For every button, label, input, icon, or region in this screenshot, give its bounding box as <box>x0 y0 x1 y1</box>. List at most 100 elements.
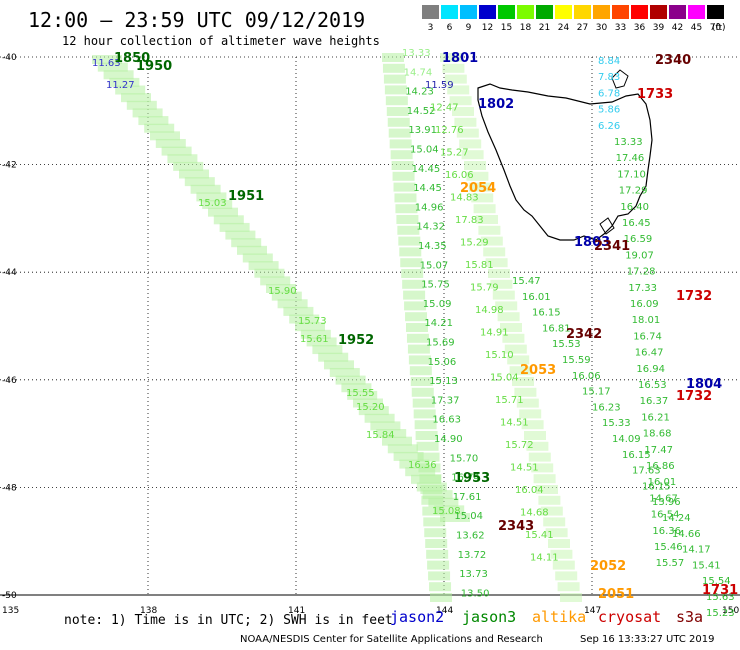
swh-value: 16.09 <box>630 299 659 310</box>
track-segment <box>318 352 349 362</box>
track-segment <box>533 474 556 484</box>
swh-value: 14.67 <box>649 493 678 504</box>
track-segment <box>324 360 354 370</box>
track-segment <box>382 63 405 73</box>
track-segment <box>289 314 320 324</box>
swh-value: 15.13 <box>429 376 458 387</box>
track-segment <box>248 261 279 271</box>
track-segment <box>417 452 440 462</box>
satellite-cryosat: cryosat <box>598 608 662 626</box>
track-segment <box>312 345 343 355</box>
track-segment <box>461 150 484 160</box>
track-segment <box>452 107 474 116</box>
track-segment <box>521 420 544 430</box>
swh-value: 15.27 <box>440 148 469 159</box>
track-segment <box>497 312 520 322</box>
legend-swatch <box>669 5 686 19</box>
swh-value: 17.47 <box>644 445 673 456</box>
footer-credit: NOAA/NESDIS Center for Satellite Applica… <box>240 634 543 645</box>
track-segment <box>300 329 331 339</box>
track-segment <box>478 225 501 235</box>
track-segment <box>335 375 366 385</box>
track-segment <box>213 215 244 225</box>
time-label: 1953 <box>454 471 490 486</box>
track-segment <box>306 337 337 347</box>
track-segment <box>447 85 470 95</box>
swh-value: 15.04 <box>490 373 519 384</box>
time-label: 1952 <box>338 333 374 348</box>
track-segment <box>468 182 491 192</box>
swh-value: 15.71 <box>495 395 524 406</box>
legend-swatch <box>612 5 629 19</box>
swh-value: 15.55 <box>346 388 375 399</box>
legend-label: 18 <box>519 23 532 33</box>
satellite-altika: altika <box>532 608 587 626</box>
track-segment <box>393 182 416 192</box>
legend-label: 24 <box>557 23 570 33</box>
track-segment <box>414 420 437 430</box>
track-segment <box>464 161 486 170</box>
track-segment <box>92 55 122 64</box>
track-segment <box>536 485 558 494</box>
track-segment <box>555 571 578 581</box>
track-segment <box>202 200 233 210</box>
swh-value: 13.73 <box>459 569 488 580</box>
track-segment <box>402 279 425 289</box>
track-segment <box>427 560 450 570</box>
track-segment <box>545 528 568 538</box>
legend-swatch <box>536 5 553 19</box>
time-label: 2051 <box>598 587 634 602</box>
swh-value: 15.59 <box>562 355 591 366</box>
track-segment <box>512 377 534 386</box>
swh-value: 14.45 <box>412 164 441 175</box>
track-segment <box>382 53 404 62</box>
track-segment <box>295 322 325 332</box>
legend-label: 9 <box>465 23 472 33</box>
track-segment <box>391 161 414 170</box>
swh-value: 15.08 <box>432 506 461 517</box>
track-segment <box>386 107 409 116</box>
track-segment <box>504 344 527 354</box>
swh-value: 16.47 <box>635 348 664 359</box>
track-segment <box>412 398 435 408</box>
swh-value: 7.83 <box>598 72 620 83</box>
track-segment <box>271 291 302 301</box>
track-segment <box>393 451 424 461</box>
swh-value: 17.46 <box>616 153 645 164</box>
track-segment <box>449 96 472 106</box>
track-segment <box>519 409 542 419</box>
swh-value: 14.90 <box>434 434 463 445</box>
time-label: 2341 <box>594 239 630 254</box>
swh-value: 14.11 <box>530 553 559 564</box>
swh-value: 15.04 <box>410 145 439 156</box>
track-segment <box>507 355 530 365</box>
track-segment <box>254 268 285 278</box>
flinders-island-outline <box>611 69 629 89</box>
swh-value: 18.01 <box>632 315 661 326</box>
swh-value: 15.29 <box>460 238 489 249</box>
track-segment <box>403 290 426 300</box>
track-segment <box>434 505 465 515</box>
track-segment <box>500 323 522 332</box>
legend-label: 6 <box>446 23 453 33</box>
track-segment <box>341 383 372 393</box>
time-label: 2343 <box>498 519 534 534</box>
swh-value: 16.37 <box>640 396 669 407</box>
lat-tick-label: -40 <box>2 53 17 63</box>
legend-swatch <box>650 5 667 19</box>
time-label: 1732 <box>676 389 712 404</box>
swh-value: 11.27 <box>106 80 135 91</box>
track-segment <box>538 495 561 505</box>
track-segment <box>406 333 429 343</box>
track-segment <box>387 117 410 127</box>
track-segment <box>422 490 453 500</box>
track-segment <box>392 171 415 181</box>
swh-value: 15.53 <box>552 339 581 350</box>
track-segment <box>103 70 134 80</box>
time-label: 1731 <box>702 583 738 598</box>
track-segment <box>454 117 477 127</box>
track-segment <box>407 344 430 354</box>
swh-value: 16.94 <box>636 364 665 375</box>
swh-value: 15.73 <box>298 316 327 327</box>
legend-label: 33 <box>614 23 627 33</box>
